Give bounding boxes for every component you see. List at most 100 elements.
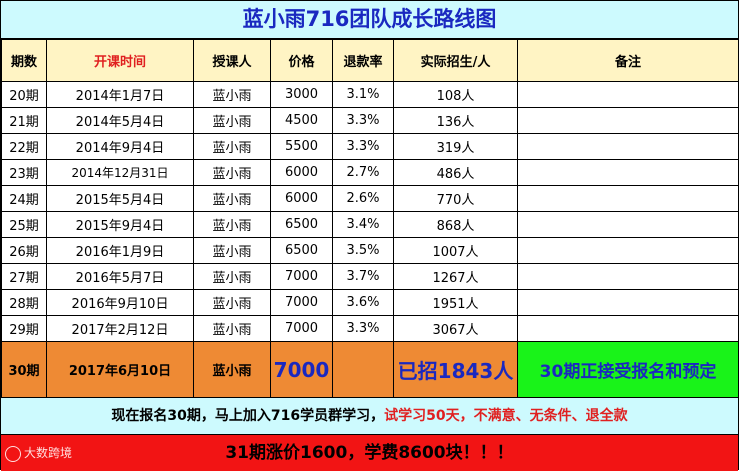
table-row: 26期 2016年1月9日 蓝小雨 6500 3.5% 1007人 <box>1 237 739 264</box>
cell-refund: 3.5% <box>332 237 394 264</box>
cell-refund: 3.3% <box>332 133 394 160</box>
logo-icon <box>5 445 21 462</box>
cell-note <box>517 133 739 160</box>
header-row: 期数 开课时间 授课人 价格 退款率 实际招生/人 备注 <box>1 39 739 82</box>
cell-refund: 3.6% <box>332 289 394 316</box>
cell-price: 6000 <box>270 159 333 186</box>
cell-period: 20期 <box>1 81 47 108</box>
cell-date: 2014年5月4日 <box>46 107 194 134</box>
table-row: 28期 2016年9月10日 蓝小雨 7000 3.6% 1951人 <box>1 289 739 316</box>
table-row: 29期 2017年2月12日 蓝小雨 7000 3.3% 3067人 <box>1 315 739 342</box>
cell-note <box>517 185 739 212</box>
cell-note <box>517 237 739 264</box>
cell-teacher: 蓝小雨 <box>193 211 271 238</box>
header-refund-rate: 退款率 <box>332 39 394 82</box>
header-price: 价格 <box>270 39 333 82</box>
cell-date: 2014年1月7日 <box>46 81 194 108</box>
cell-refund: 3.3% <box>332 107 394 134</box>
roadmap-table: 期数 开课时间 授课人 价格 退款率 实际招生/人 备注 20期 2014年1月7… <box>1 39 739 398</box>
table-row: 24期 2015年5月4日 蓝小雨 6000 2.6% 770人 <box>1 185 739 212</box>
cell-refund: 2.7% <box>332 159 394 186</box>
cell-period: 21期 <box>1 107 47 134</box>
cell-note <box>517 159 739 186</box>
cell-teacher: 蓝小雨 <box>193 289 271 316</box>
cell-refund <box>332 341 394 398</box>
cell-teacher: 蓝小雨 <box>193 159 271 186</box>
cell-note: 30期正接受报名和预定 <box>517 341 739 398</box>
cell-refund: 2.6% <box>332 185 394 212</box>
cell-period: 29期 <box>1 315 47 342</box>
table-row: 20期 2014年1月7日 蓝小雨 3000 3.1% 108人 <box>1 81 739 108</box>
cell-price: 7000 <box>270 341 333 398</box>
cell-enrolled: 868人 <box>393 211 518 238</box>
promo-text: 现在报名30期，马上加入716学员群学习， <box>111 408 385 424</box>
cell-note <box>517 315 739 342</box>
cell-date: 2017年2月12日 <box>46 315 194 342</box>
cell-period: 23期 <box>1 159 47 186</box>
cell-date: 2014年12月31日 <box>46 159 194 186</box>
cell-note <box>517 289 739 316</box>
cell-date: 2017年6月10日 <box>46 341 194 398</box>
cell-refund: 3.3% <box>332 315 394 342</box>
header-enrolled: 实际招生/人 <box>393 39 518 82</box>
header-start-date: 开课时间 <box>46 39 194 82</box>
cell-price: 3000 <box>270 81 333 108</box>
cell-price: 4500 <box>270 107 333 134</box>
cell-period: 22期 <box>1 133 47 160</box>
cell-period: 25期 <box>1 211 47 238</box>
promo-guarantee: 试学习50天，不满意、无条件、退全款 <box>384 408 628 424</box>
table-row: 21期 2014年5月4日 蓝小雨 4500 3.3% 136人 <box>1 107 739 134</box>
cell-price: 7000 <box>270 315 333 342</box>
table-row: 27期 2016年5月7日 蓝小雨 7000 3.7% 1267人 <box>1 263 739 290</box>
cell-date: 2016年5月7日 <box>46 263 194 290</box>
cell-enrolled: 3067人 <box>393 315 518 342</box>
cell-period: 26期 <box>1 237 47 264</box>
cell-period: 28期 <box>1 289 47 316</box>
header-period: 期数 <box>1 39 47 82</box>
cell-teacher: 蓝小雨 <box>193 185 271 212</box>
cell-price: 7000 <box>270 263 333 290</box>
header-teacher: 授课人 <box>193 39 271 82</box>
cell-enrolled: 1007人 <box>393 237 518 264</box>
cell-teacher: 蓝小雨 <box>193 341 271 398</box>
cell-enrolled: 已招1843人 <box>393 341 518 398</box>
cell-enrolled: 486人 <box>393 159 518 186</box>
cell-refund: 3.4% <box>332 211 394 238</box>
price-increase-banner: 大数跨境 31期涨价1600，学费8600块！！！ <box>1 435 738 471</box>
table-row: 22期 2014年9月4日 蓝小雨 5500 3.3% 319人 <box>1 133 739 160</box>
cell-refund: 3.1% <box>332 81 394 108</box>
cell-period: 27期 <box>1 263 47 290</box>
banner-text: 31期涨价1600，学费8600块！！！ <box>225 443 514 463</box>
cell-date: 2015年5月4日 <box>46 185 194 212</box>
page-title: 蓝小雨716团队成长路线图 <box>1 1 738 39</box>
cell-note <box>517 263 739 290</box>
header-notes: 备注 <box>517 39 739 82</box>
cell-note <box>517 81 739 108</box>
cell-date: 2015年9月4日 <box>46 211 194 238</box>
watermark-text: 大数跨境 <box>24 446 73 460</box>
cell-teacher: 蓝小雨 <box>193 107 271 134</box>
cell-teacher: 蓝小雨 <box>193 315 271 342</box>
cell-enrolled: 1951人 <box>393 289 518 316</box>
cell-date: 2016年9月10日 <box>46 289 194 316</box>
cell-price: 5500 <box>270 133 333 160</box>
current-period-row: 30期 2017年6月10日 蓝小雨 7000 已招1843人 30期正接受报名… <box>1 341 739 398</box>
table-row: 23期 2014年12月31日 蓝小雨 6000 2.7% 486人 <box>1 159 739 186</box>
cell-enrolled: 1267人 <box>393 263 518 290</box>
cell-date: 2014年9月4日 <box>46 133 194 160</box>
cell-teacher: 蓝小雨 <box>193 81 271 108</box>
cell-price: 6500 <box>270 237 333 264</box>
cell-refund: 3.7% <box>332 263 394 290</box>
watermark-logo: 大数跨境 <box>5 435 72 471</box>
cell-note <box>517 107 739 134</box>
cell-teacher: 蓝小雨 <box>193 237 271 264</box>
cell-enrolled: 108人 <box>393 81 518 108</box>
cell-price: 6000 <box>270 185 333 212</box>
cell-enrolled: 319人 <box>393 133 518 160</box>
promo-line: 现在报名30期，马上加入716学员群学习，试学习50天，不满意、无条件、退全款 <box>1 398 738 435</box>
cell-teacher: 蓝小雨 <box>193 263 271 290</box>
cell-period: 30期 <box>1 341 47 398</box>
cell-enrolled: 770人 <box>393 185 518 212</box>
cell-price: 6500 <box>270 211 333 238</box>
